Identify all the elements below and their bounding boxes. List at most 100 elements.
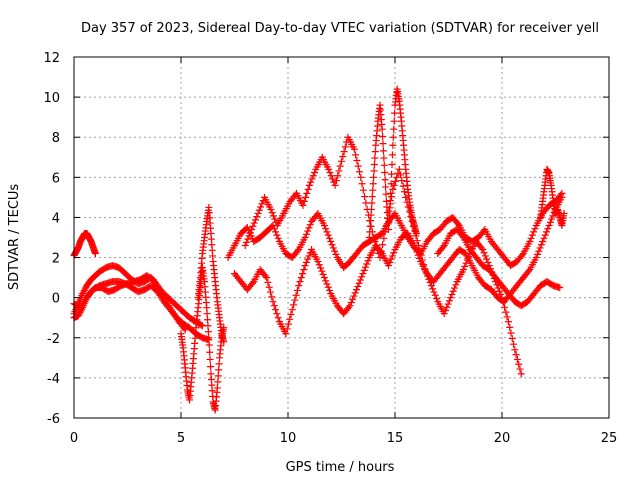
x-tick-label: 0 [70,431,78,446]
data-point [376,254,384,262]
data-point [244,235,252,243]
data-point [481,252,489,260]
data-point [270,302,278,310]
y-tick-label: -6 [47,412,60,427]
data-point [315,261,323,269]
data-point [420,261,428,269]
data-point [293,286,301,294]
data-point [398,177,406,185]
data-point [322,277,330,285]
plot-frame [73,56,610,419]
data-point [379,132,387,140]
data-point [373,246,381,254]
data-point [390,181,398,189]
data-point [391,109,399,117]
x-tick-label: 10 [280,431,297,446]
data-point [532,254,540,262]
data-point [353,156,361,164]
data-point [75,310,83,318]
data-point [286,315,294,323]
x-tick-label: 25 [601,431,618,446]
data-point [284,320,292,328]
data-point [426,278,434,286]
data-point [385,225,393,233]
data-point [462,259,470,267]
data-point [78,305,86,313]
data-point [79,288,87,296]
x-tick-label: 20 [494,431,511,446]
data-point [214,372,222,380]
data-point [257,203,265,211]
data-point [290,301,298,309]
data-point [388,252,396,260]
data-point [541,231,549,239]
series-arc-9 [241,133,525,378]
data-point [308,175,316,183]
data-point [371,154,379,162]
chart-title: Day 357 of 2023, Sidereal Day-to-day VTE… [81,21,599,36]
data-point [385,262,393,270]
data-point [242,238,250,246]
data-point [204,328,212,336]
data-point [418,256,426,264]
data-point [387,255,395,263]
data-point [352,151,360,159]
data-point [80,286,88,294]
data-point [273,231,281,239]
data-point [324,231,332,239]
data-point [79,290,87,298]
data-point [327,172,335,180]
data-point [324,283,332,291]
data-point [389,141,397,149]
data-point [272,228,280,236]
data-point [371,148,379,156]
data-point [341,143,349,151]
data-point [323,228,331,236]
data-point [510,340,518,348]
data-point [213,384,221,392]
data-point [299,201,307,209]
data-point [517,370,525,378]
data-point [508,335,516,343]
data-point [309,172,317,180]
data-point [539,238,547,246]
data-point [526,238,534,246]
data-point [370,173,378,181]
data-point [325,165,333,173]
data-point [248,279,256,287]
data-point [367,205,375,213]
data-point [297,274,305,282]
y-tick-label: 2 [52,252,60,267]
data-point [535,247,543,255]
data-point [412,245,420,253]
data-point [449,287,457,295]
y-tick-label: 6 [52,171,60,186]
data-point [518,251,526,259]
data-point [91,250,99,258]
data-point [380,234,388,242]
data-point [292,291,300,299]
data-point [389,133,397,141]
data-point [320,274,328,282]
data-point [205,341,213,349]
data-point [465,253,473,261]
data-point [377,247,385,255]
data-point [531,225,539,233]
data-point [354,282,362,290]
data-point [361,263,369,271]
data-point [388,193,396,201]
data-point [332,177,340,185]
data-point [430,288,438,296]
data-point [356,276,364,284]
data-point [440,310,448,318]
data-point [479,246,487,254]
data-point [296,278,304,286]
data-point [328,241,336,249]
series-arc-10 [365,85,420,241]
data-point [214,378,222,386]
data-point [494,284,502,292]
data-point [349,295,357,303]
data-point [359,270,367,278]
data-point [498,294,506,302]
y-axis-label: SDTVAR / TECUs [7,184,22,291]
